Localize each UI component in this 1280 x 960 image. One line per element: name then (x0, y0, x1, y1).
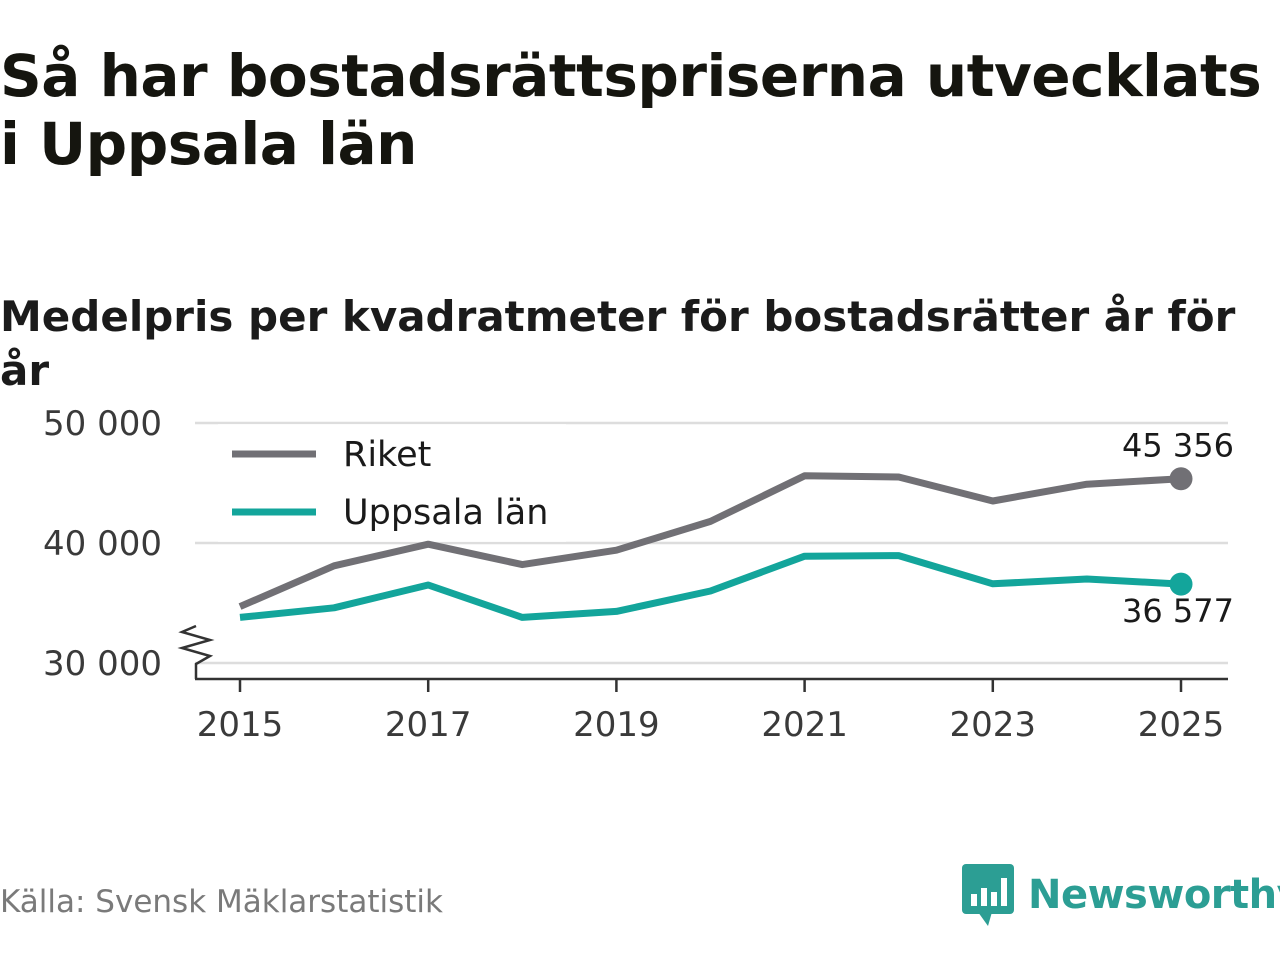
legend-label: Uppsala län (343, 493, 548, 533)
axes: 30 000 40 000 50 000 2015 2017 2019 2021 2023 20… (43, 404, 1228, 745)
y-tick-label: 30 000 (43, 644, 162, 684)
series-end-point (1169, 467, 1193, 491)
x-tick-label: 2025 (1138, 705, 1225, 745)
series-line-uppsala-lan (239, 552, 1182, 621)
legend-label: Riket (343, 435, 431, 475)
x-tick-label: 2019 (573, 705, 660, 745)
series (238, 467, 1193, 621)
y-tick-label: 50 000 (43, 404, 162, 444)
gridlines (195, 421, 1228, 665)
end-value-label: 45 356 (1122, 427, 1234, 465)
x-tick-label: 2017 (385, 705, 472, 745)
line-chart: 30 000 40 000 50 000 2015 2017 2019 2021 2023 20… (43, 404, 1234, 745)
source-note: Källa: Svensk Mäklarstatistik (0, 884, 443, 920)
y-tick-label: 40 000 (43, 524, 162, 564)
chart-subtitle: Medelpris per kvadratmeter för bostadsrä… (0, 292, 1236, 395)
newsworthy-logo-icon (962, 864, 1014, 926)
end-labels: 45 356 36 577 (1122, 427, 1234, 630)
brand-name: Newsworthy (1028, 872, 1280, 918)
brand-logo[interactable]: Newsworthy (962, 862, 1280, 928)
end-value-label: 36 577 (1122, 592, 1234, 630)
series-end-point (1169, 572, 1193, 596)
y-axis-break (177, 624, 215, 679)
x-tick-label: 2021 (761, 705, 848, 745)
legend: Riket Uppsala län (218, 424, 566, 542)
x-tick-label: 2023 (950, 705, 1037, 745)
chart-title: Så har bostadsrättspriserna utvecklats i… (0, 42, 1262, 178)
x-tick-label: 2015 (197, 705, 284, 745)
series-line-riket (238, 472, 1182, 610)
legend-background (218, 424, 566, 542)
